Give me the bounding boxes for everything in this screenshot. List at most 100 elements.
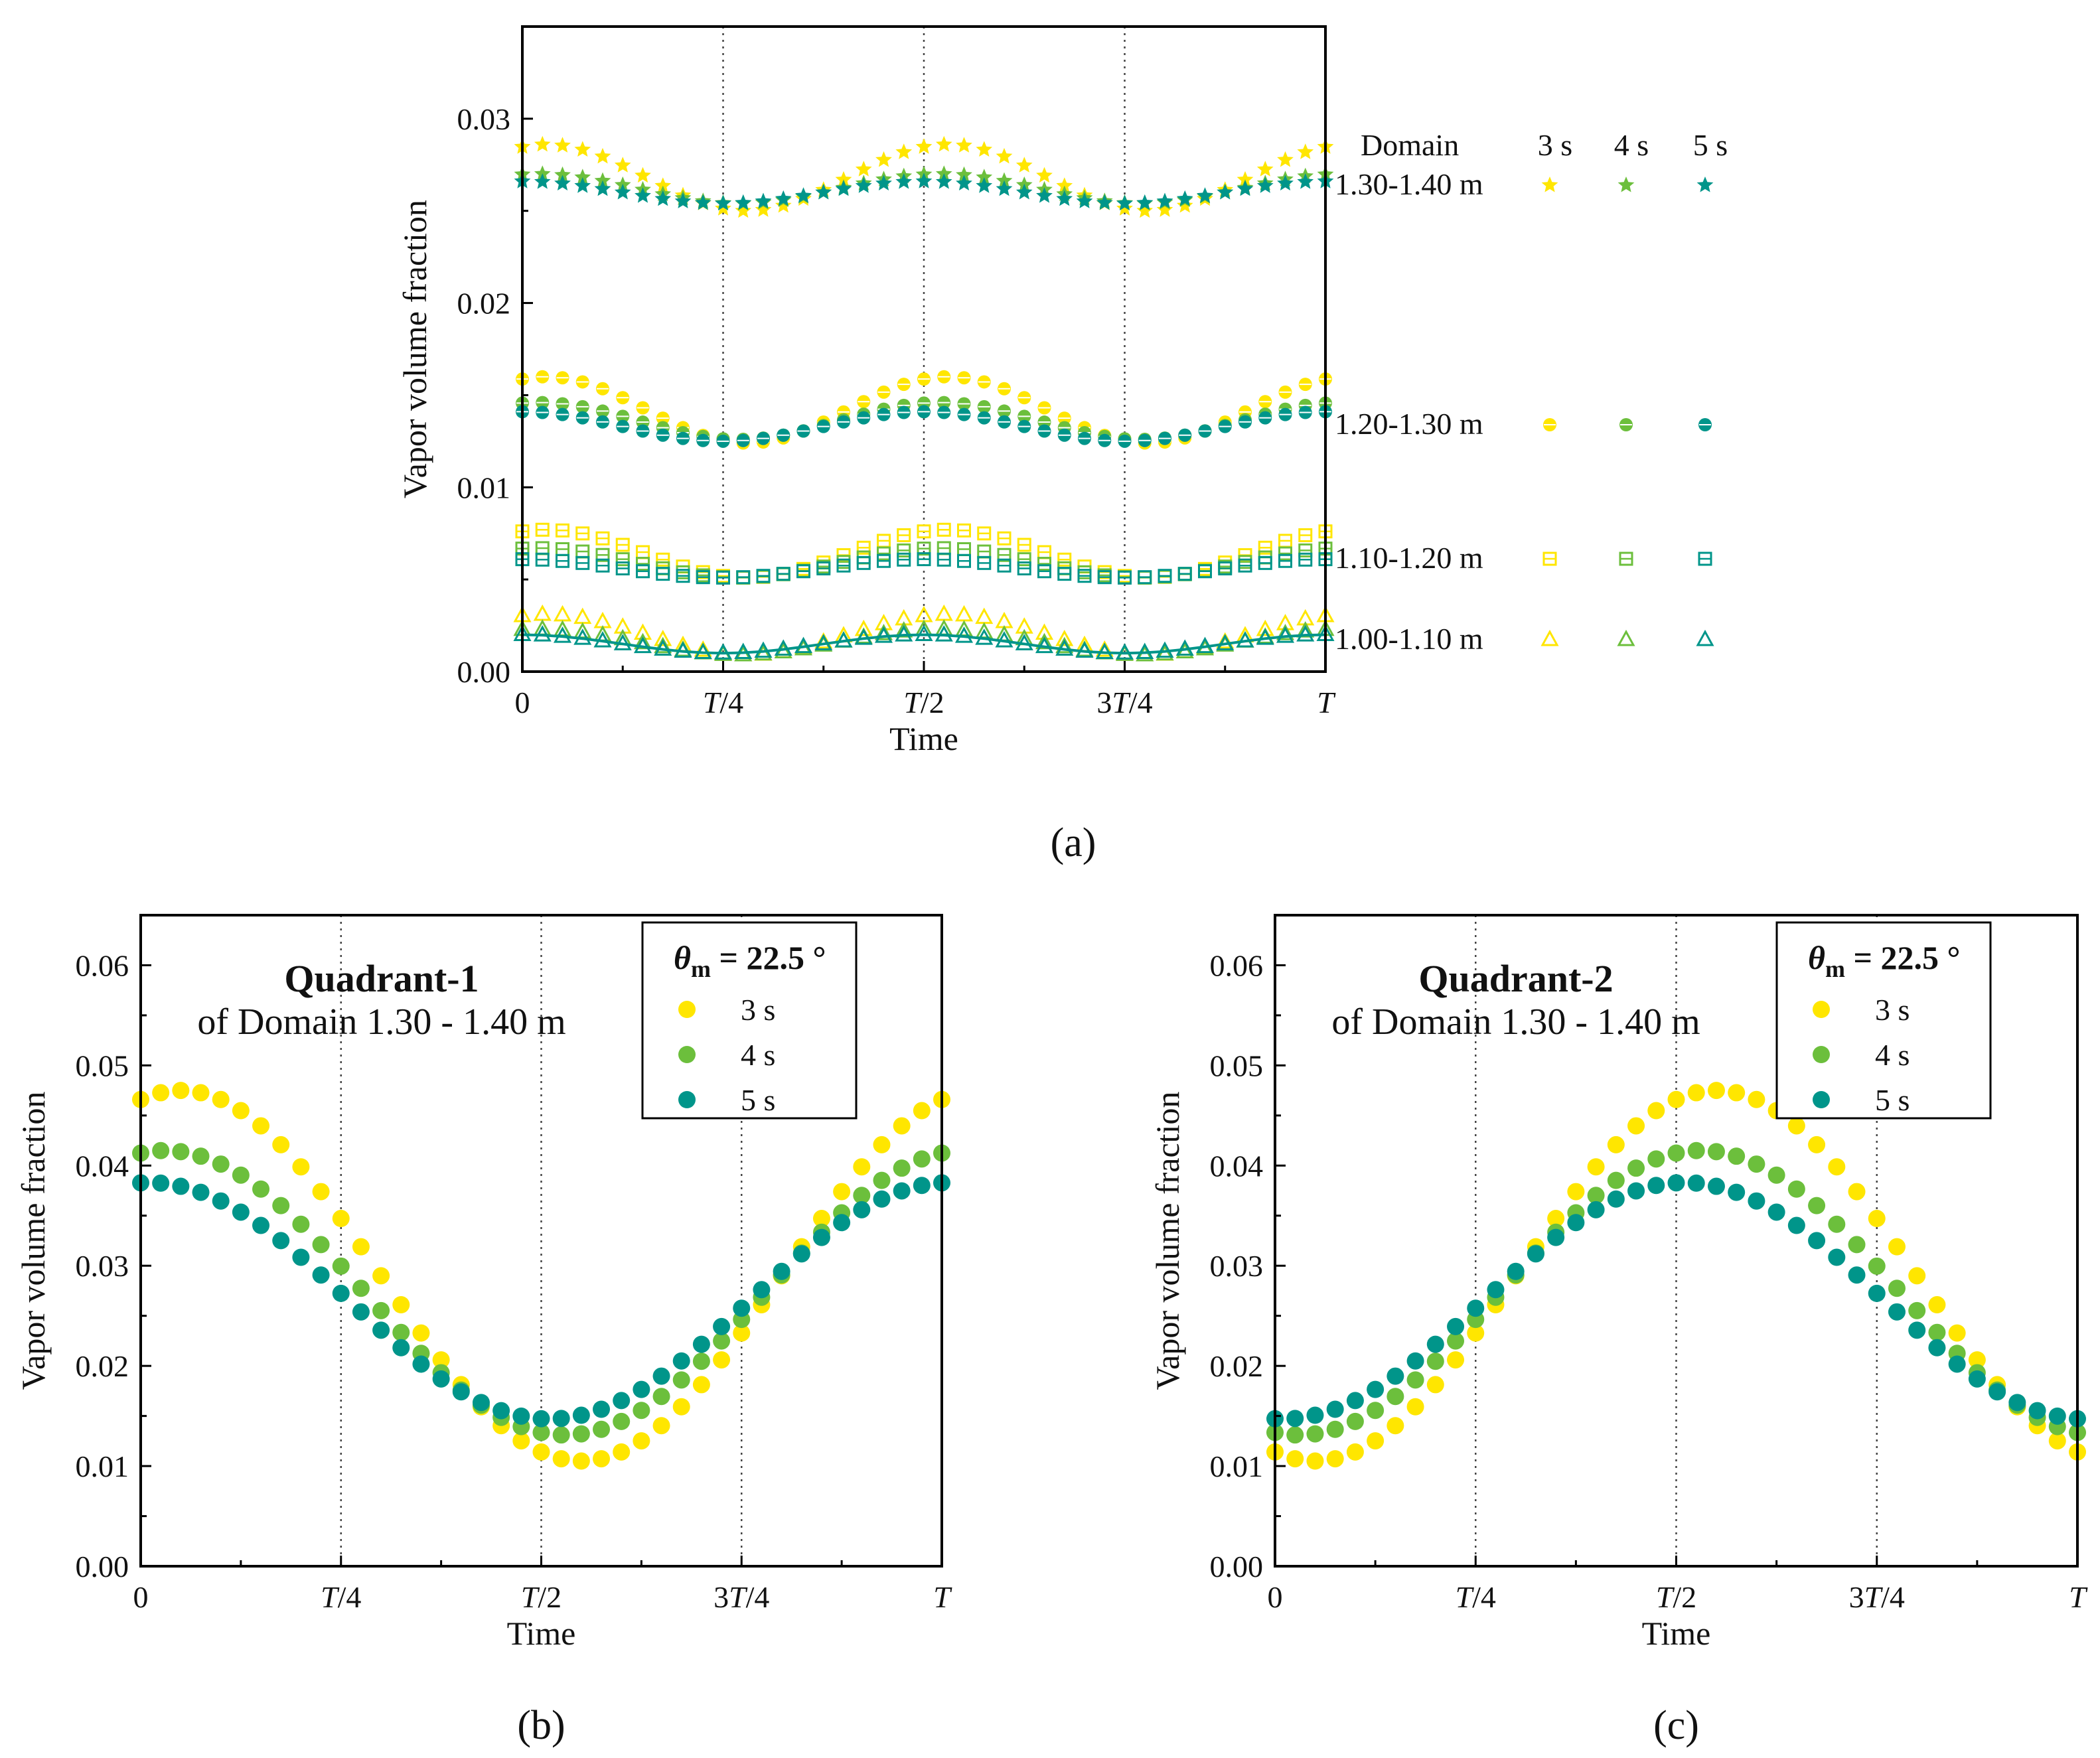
x-tick-label: T [933,1580,952,1614]
data-point [957,371,971,385]
data-point [755,192,772,208]
data-point [937,541,951,555]
data-point [897,528,911,542]
data-point [873,1171,891,1189]
data-point [1647,1150,1665,1168]
data-point [575,555,590,570]
data-point [572,1452,590,1470]
data-point [492,1402,510,1420]
data-point [975,607,994,624]
data-point [1218,419,1232,433]
data-point [674,641,692,658]
legend-title-b: θm = 22.5 ° [674,939,826,982]
data-point [997,531,1012,546]
data-point [654,190,672,206]
data-point [536,370,550,384]
data-point [1277,175,1294,190]
x-axis-label-b: Time [507,1615,576,1652]
data-point [735,194,752,210]
data-point [956,175,972,190]
data-point [1298,378,1312,392]
data-point [2028,1402,2046,1420]
data-point [1326,1420,1344,1438]
data-point [1278,546,1292,561]
x-tick-label: 0 [1268,1580,1283,1614]
data-point [1037,545,1051,559]
data-point [1118,434,1132,448]
data-point [572,1425,590,1443]
data-point [1238,415,1252,429]
legend-marker [1813,1046,1830,1063]
y-tick-label: 0.01 [76,1449,129,1483]
legend-marker [1543,418,1556,431]
data-point [1787,1117,1805,1135]
data-point [1426,1353,1444,1370]
data-point [935,604,953,621]
data-point [593,1420,611,1438]
data-point [875,151,892,167]
data-point [615,561,630,575]
data-point [1077,569,1092,583]
data-point [616,409,630,423]
legend-marker [1542,551,1557,566]
data-point [1297,143,1314,159]
data-point [736,570,751,585]
legend-title-c: θm = 22.5 ° [1808,939,1960,982]
x-tick-label: T [2069,1580,2088,1614]
data-point [575,400,589,413]
data-point [554,137,571,153]
data-point [877,534,891,548]
data-point [1057,552,1072,567]
data-point [1276,626,1295,643]
data-point [895,173,913,189]
y-axis-label-a: Vapor volume fraction [396,200,433,498]
x-tick-label: T/4 [321,1580,361,1614]
data-point [977,544,992,559]
data-point [1667,1174,1685,1192]
data-point [716,570,730,585]
x-tick-label: 3T/4 [713,1580,769,1614]
data-point [556,553,569,568]
data-point [512,1432,530,1450]
data-point [937,522,951,537]
data-point [1097,570,1112,585]
data-point [796,424,810,438]
data-point [1728,1084,1746,1102]
legend-box-b [641,921,858,1120]
data-point [1748,1155,1765,1173]
y-tick-label: 0.04 [76,1149,129,1183]
data-point [834,630,853,648]
data-point [534,135,551,152]
data-point [1278,553,1292,568]
data-point [835,180,852,196]
data-point [172,1177,190,1195]
data-point [836,558,851,573]
data-point [812,1228,830,1246]
data-point [1158,569,1172,583]
data-point [536,405,550,419]
series-line [522,633,1326,655]
data-point [672,1371,690,1389]
data-point [1017,561,1031,575]
data-point [533,604,552,621]
data-point [694,642,712,660]
y-tick-label: 0.05 [76,1049,129,1082]
data-point [1787,1216,1805,1234]
data-point [613,634,632,650]
data-point [1258,555,1272,570]
data-point [997,558,1012,573]
data-point [412,1324,430,1342]
data-point [1218,561,1233,575]
data-point [913,1150,931,1168]
data-point [976,169,993,184]
data-point [913,1177,931,1195]
data-point [895,625,913,642]
data-point [532,1424,550,1441]
data-point [833,1214,851,1232]
data-point [1767,1166,1785,1184]
data-point [1928,1296,1946,1314]
data-point [613,1392,631,1410]
data-point [575,375,589,389]
data-point [1607,1171,1625,1189]
data-point [1908,1321,1926,1339]
